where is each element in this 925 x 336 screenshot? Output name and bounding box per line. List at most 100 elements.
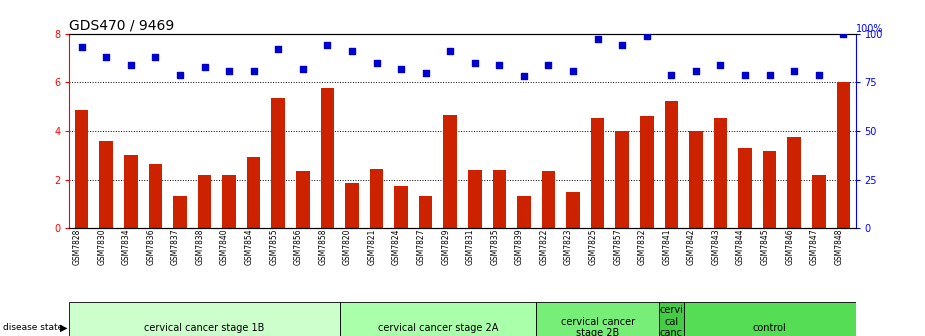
- Text: GSM7857: GSM7857: [613, 228, 623, 265]
- Bar: [591, 118, 604, 228]
- Point: [615, 43, 630, 48]
- Bar: [566, 192, 580, 228]
- Bar: [640, 117, 654, 228]
- Bar: [517, 196, 531, 228]
- Bar: [321, 88, 334, 228]
- Point: [246, 68, 261, 73]
- Bar: [394, 186, 408, 228]
- Point: [197, 64, 212, 70]
- Point: [737, 72, 752, 77]
- Point: [566, 68, 581, 73]
- Bar: [339, 302, 536, 336]
- Bar: [615, 131, 629, 228]
- Text: 100%: 100%: [856, 24, 883, 34]
- Text: GSM7856: GSM7856: [294, 228, 302, 265]
- Point: [639, 33, 654, 38]
- Bar: [222, 175, 236, 228]
- Bar: [296, 171, 310, 228]
- Bar: [100, 141, 113, 228]
- Text: GSM7822: GSM7822: [539, 228, 549, 265]
- Text: GSM7831: GSM7831: [466, 228, 475, 265]
- Bar: [370, 169, 383, 228]
- Bar: [763, 151, 776, 228]
- Point: [713, 62, 728, 68]
- Text: GSM7847: GSM7847: [809, 228, 819, 265]
- Bar: [271, 98, 285, 228]
- Bar: [664, 100, 678, 228]
- Point: [443, 48, 458, 54]
- Bar: [247, 157, 261, 228]
- Bar: [812, 175, 825, 228]
- Point: [271, 46, 286, 52]
- Text: cervi
cal
canc
er stag: cervi cal canc er stag: [654, 305, 688, 336]
- Text: GSM7844: GSM7844: [736, 228, 745, 265]
- Point: [492, 62, 507, 68]
- Point: [74, 45, 89, 50]
- Point: [688, 68, 703, 73]
- Text: GSM7821: GSM7821: [367, 228, 376, 265]
- Text: GSM7848: GSM7848: [834, 228, 844, 265]
- Text: GSM7823: GSM7823: [564, 228, 574, 265]
- Text: GSM7845: GSM7845: [760, 228, 770, 265]
- Text: GSM7829: GSM7829: [441, 228, 450, 265]
- Bar: [738, 148, 752, 228]
- Text: GSM7830: GSM7830: [97, 228, 106, 265]
- Text: control: control: [753, 323, 786, 333]
- Bar: [75, 110, 89, 228]
- Bar: [659, 302, 684, 336]
- Bar: [345, 183, 359, 228]
- Point: [762, 72, 777, 77]
- Bar: [149, 164, 162, 228]
- Text: GSM7827: GSM7827: [416, 228, 426, 265]
- Point: [173, 72, 188, 77]
- Text: GSM7835: GSM7835: [490, 228, 500, 265]
- Point: [787, 68, 802, 73]
- Text: GSM7828: GSM7828: [73, 228, 81, 265]
- Point: [344, 48, 359, 54]
- Text: disease state: disease state: [3, 323, 63, 332]
- Point: [467, 60, 482, 66]
- Bar: [173, 196, 187, 228]
- Point: [394, 66, 409, 71]
- Bar: [689, 131, 703, 228]
- Text: GSM7858: GSM7858: [318, 228, 327, 265]
- Text: GSM7846: GSM7846: [785, 228, 795, 265]
- Text: cervical cancer
stage 2B: cervical cancer stage 2B: [561, 317, 635, 336]
- Bar: [493, 170, 506, 228]
- Bar: [684, 302, 856, 336]
- Point: [320, 43, 335, 48]
- Point: [811, 72, 826, 77]
- Bar: [836, 82, 850, 228]
- Text: GSM7840: GSM7840: [220, 228, 229, 265]
- Point: [541, 62, 556, 68]
- Text: ▶: ▶: [60, 323, 68, 333]
- Text: GSM7841: GSM7841: [662, 228, 672, 265]
- Point: [590, 37, 605, 42]
- Point: [836, 31, 851, 36]
- Text: cervical cancer stage 2A: cervical cancer stage 2A: [377, 323, 499, 333]
- Text: GSM7854: GSM7854: [244, 228, 253, 265]
- Text: GSM7820: GSM7820: [343, 228, 352, 265]
- Text: GSM7839: GSM7839: [515, 228, 524, 265]
- Point: [516, 74, 531, 79]
- Text: GSM7838: GSM7838: [195, 228, 204, 265]
- Bar: [536, 302, 659, 336]
- Bar: [69, 302, 339, 336]
- Text: GSM7843: GSM7843: [711, 228, 721, 265]
- Bar: [198, 175, 211, 228]
- Text: cervical cancer stage 1B: cervical cancer stage 1B: [144, 323, 265, 333]
- Point: [99, 54, 114, 60]
- Point: [295, 66, 310, 71]
- Point: [369, 60, 384, 66]
- Text: GSM7824: GSM7824: [392, 228, 401, 265]
- Text: GSM7842: GSM7842: [687, 228, 696, 265]
- Point: [222, 68, 237, 73]
- Point: [664, 72, 679, 77]
- Point: [148, 54, 163, 60]
- Text: GSM7837: GSM7837: [171, 228, 180, 265]
- Bar: [443, 115, 457, 228]
- Text: GDS470 / 9469: GDS470 / 9469: [69, 18, 175, 33]
- Point: [418, 70, 433, 75]
- Text: GSM7834: GSM7834: [122, 228, 130, 265]
- Bar: [124, 156, 138, 228]
